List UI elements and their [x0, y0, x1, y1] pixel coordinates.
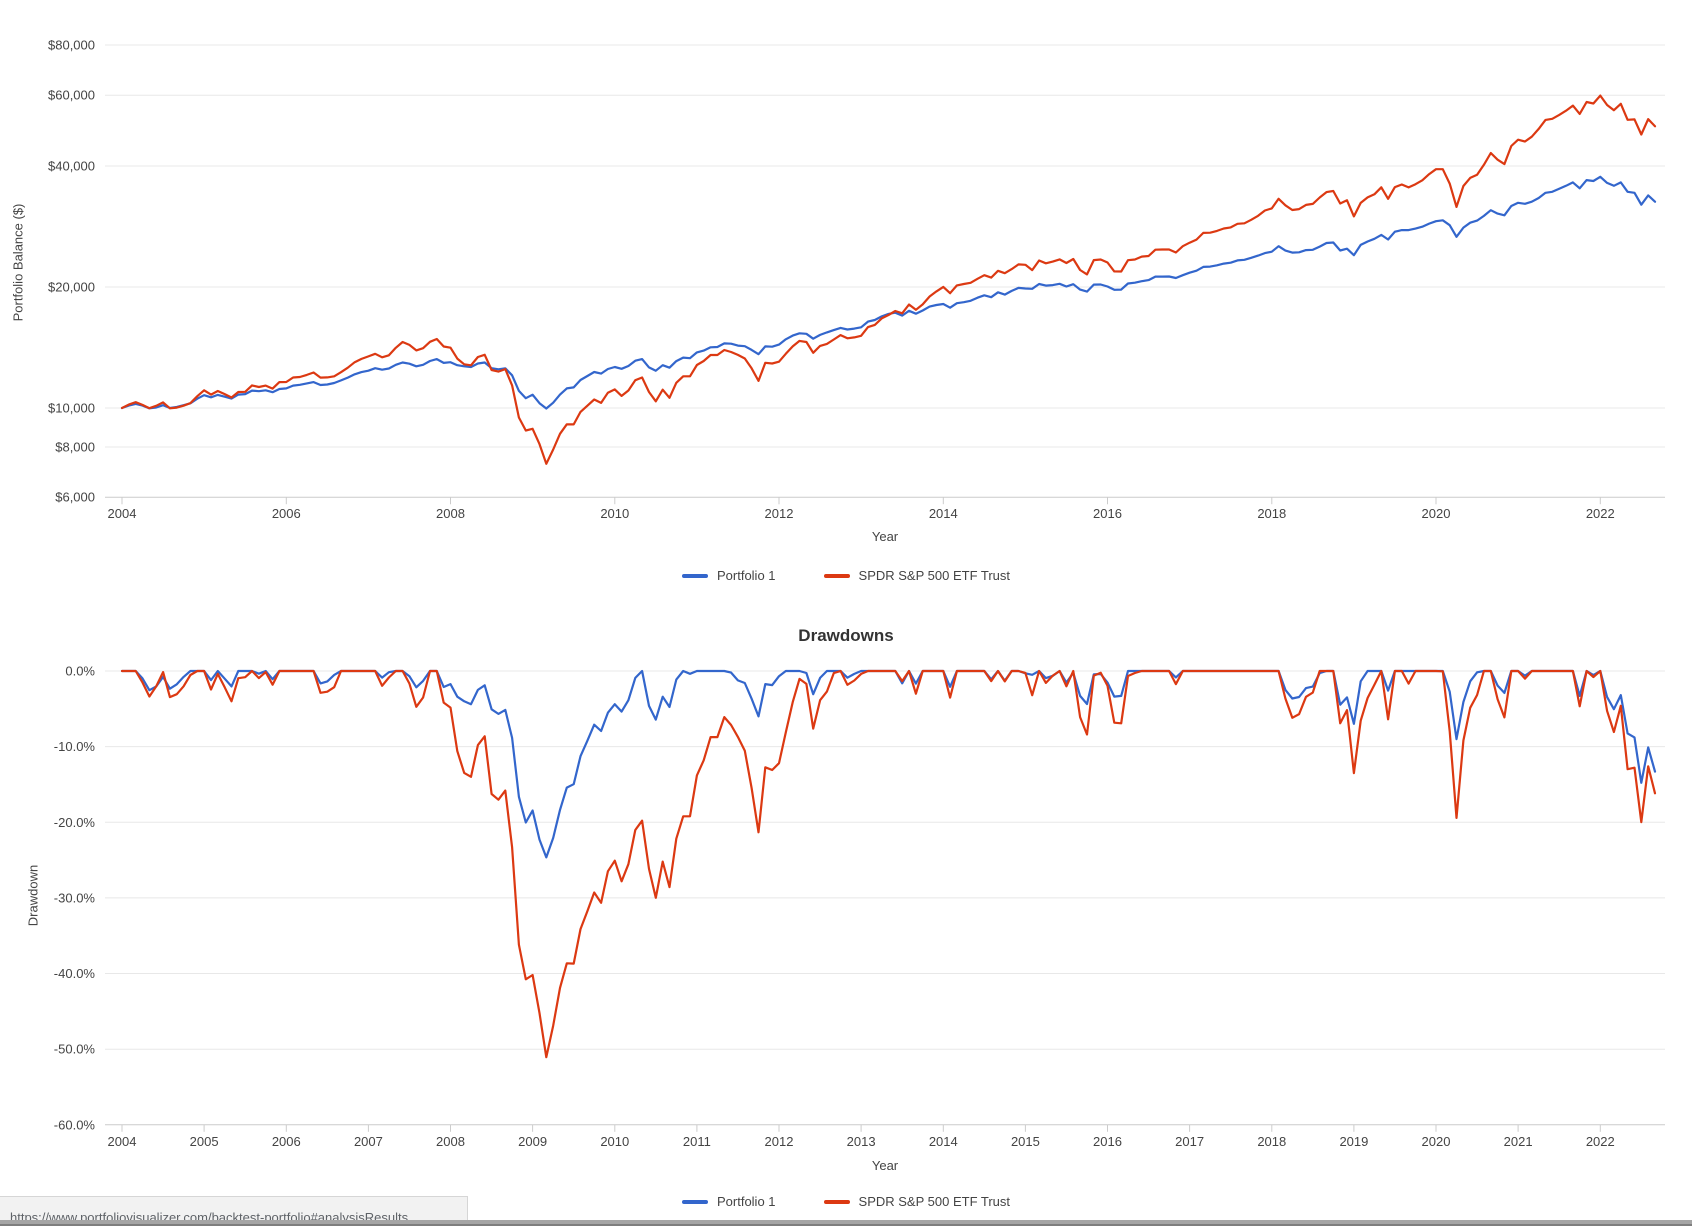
drawdown-x-axis-title: Year [871, 1158, 899, 1173]
spy-growth-line [120, 94, 1657, 465]
spy-drawdown-line [120, 669, 1657, 1059]
growth-x-tick-label: 2018 [1257, 506, 1286, 521]
drawdown-x-tick-label: 2016 [1093, 1134, 1122, 1149]
legend-label-spy: SPDR S&P 500 ETF Trust [858, 568, 1011, 583]
portfolio-1-line-swatch [681, 573, 708, 578]
portfolio-1-drawdown-line [120, 669, 1657, 859]
growth-x-tick-label: 2004 [108, 506, 137, 521]
drawdown-x-tick-label: 2017 [1175, 1134, 1204, 1149]
legend-label-portfolio-1: Portfolio 1 [716, 568, 776, 583]
drawdown-y-axis-title: Drawdown [25, 864, 41, 927]
drawdown-y-tick-label: -10.0% [54, 739, 96, 754]
drawdown-x-tick-label: 2008 [436, 1134, 465, 1149]
legend-item-portfolio-1: Portfolio 1 [681, 568, 776, 583]
growth-chart-legend: Portfolio 1 SPDR S&P 500 ETF Trust [0, 568, 1692, 583]
growth-x-tick-label: 2020 [1422, 506, 1451, 521]
drawdown-x-tick-label: 2018 [1257, 1134, 1286, 1149]
growth-y-axis-title: Portfolio Balance ($) [10, 203, 26, 322]
drawdown-y-tick-label: -20.0% [54, 815, 96, 830]
drawdown-x-tick-label: 2005 [190, 1134, 219, 1149]
growth-y-tick-label: $8,000 [55, 440, 95, 455]
spy-line-swatch [823, 573, 850, 578]
drawdown-x-tick-label: 2010 [600, 1134, 629, 1149]
drawdown-y-tick-label: 0.0% [65, 664, 95, 679]
drawdown-x-tick-label: 2009 [518, 1134, 547, 1149]
drawdowns-chart-legend: Portfolio 1 SPDR S&P 500 ETF Trust [0, 1194, 1692, 1209]
growth-y-tick-label: $80,000 [48, 38, 95, 53]
growth-y-tick-label: $40,000 [48, 159, 95, 174]
drawdown-x-tick-label: 2020 [1422, 1134, 1451, 1149]
growth-x-tick-label: 2008 [436, 506, 465, 521]
legend-item-portfolio-1: Portfolio 1 [681, 1194, 776, 1209]
drawdown-y-tick-label: -50.0% [54, 1042, 96, 1057]
growth-y-tick-label: $10,000 [48, 401, 95, 416]
growth-y-tick-label: $60,000 [48, 88, 95, 103]
drawdown-x-tick-label: 2013 [847, 1134, 876, 1149]
growth-x-tick-label: 2010 [600, 506, 629, 521]
drawdowns-chart-title: Drawdowns [798, 626, 894, 645]
spy-line-swatch [823, 1199, 850, 1204]
drawdown-x-tick-label: 2014 [929, 1134, 958, 1149]
growth-x-tick-label: 2006 [272, 506, 301, 521]
drawdown-x-tick-label: 2004 [108, 1134, 137, 1149]
legend-label-portfolio-1: Portfolio 1 [716, 1194, 776, 1209]
growth-x-tick-label: 2022 [1586, 506, 1615, 521]
drawdown-x-tick-label: 2011 [683, 1134, 711, 1149]
legend-label-spy: SPDR S&P 500 ETF Trust [858, 1194, 1011, 1209]
portfolio-1-growth-line [120, 175, 1657, 410]
drawdown-x-tick-label: 2015 [1011, 1134, 1040, 1149]
drawdown-x-tick-label: 2012 [765, 1134, 794, 1149]
drawdown-y-tick-label: -40.0% [54, 966, 96, 981]
drawdown-y-tick-label: -30.0% [54, 890, 96, 905]
growth-x-tick-label: 2016 [1093, 506, 1122, 521]
growth-y-tick-label: $20,000 [48, 280, 95, 295]
growth-x-tick-label: 2012 [765, 506, 794, 521]
growth-x-axis-title: Year [871, 529, 899, 544]
window-bottom-edge [0, 1220, 1692, 1226]
drawdown-x-tick-label: 2022 [1586, 1134, 1615, 1149]
drawdown-x-tick-label: 2007 [354, 1134, 383, 1149]
growth-y-tick-label: $6,000 [55, 490, 95, 505]
drawdown-x-tick-label: 2019 [1339, 1134, 1368, 1149]
portfolio-1-line-swatch [681, 1199, 708, 1204]
growth-x-tick-label: 2014 [929, 506, 958, 521]
legend-item-spy: SPDR S&P 500 ETF Trust [823, 1194, 1011, 1209]
legend-item-spy: SPDR S&P 500 ETF Trust [823, 568, 1011, 583]
drawdown-x-tick-label: 2006 [272, 1134, 301, 1149]
drawdown-x-tick-label: 2021 [1504, 1134, 1533, 1149]
drawdown-y-tick-label: -60.0% [54, 1117, 96, 1132]
